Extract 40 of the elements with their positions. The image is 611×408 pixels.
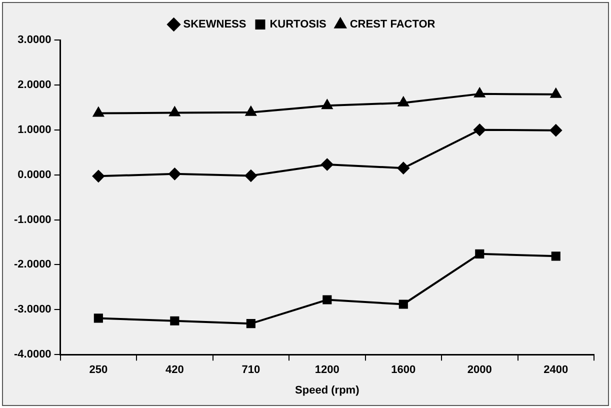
- x-tick-label: 1200: [314, 364, 340, 376]
- point: [170, 316, 180, 326]
- y-tick-label: 3.0000: [18, 34, 52, 46]
- x-tick-label: 420: [165, 364, 184, 376]
- point: [246, 319, 256, 328]
- y-tick-label: -3.0000: [14, 304, 52, 316]
- point: [94, 314, 103, 323]
- point: [321, 158, 334, 170]
- y-tick-label: 1.0000: [18, 124, 52, 136]
- point: [550, 124, 562, 136]
- point: [398, 96, 409, 106]
- point: [92, 170, 104, 182]
- point: [168, 168, 181, 180]
- legend-label: SKEWNESS: [183, 18, 246, 31]
- point: [474, 124, 486, 136]
- point: [550, 88, 562, 98]
- point: [474, 88, 485, 98]
- x-tick-label: 1600: [391, 364, 416, 376]
- point: [398, 300, 408, 309]
- x-tick-label: 250: [89, 364, 108, 376]
- point: [246, 106, 256, 116]
- point: [397, 162, 410, 174]
- point: [93, 107, 104, 117]
- x-tick-label: 710: [242, 364, 260, 376]
- y-tick-label: 2.0000: [18, 78, 52, 91]
- y-tick-label: 0.0000: [18, 168, 52, 181]
- legend-label: KURTOSIS: [270, 18, 326, 31]
- x-tick-label: 2000: [467, 364, 492, 376]
- point: [551, 252, 560, 261]
- y-tick-label: -4.0000: [14, 348, 52, 361]
- point: [475, 249, 484, 258]
- x-axis-title: Speed (rpm): [295, 384, 360, 396]
- y-tick-label: -1.0000: [14, 214, 52, 226]
- y-tick-label: -2.0000: [14, 258, 52, 271]
- point: [322, 100, 332, 110]
- point: [169, 106, 180, 116]
- legend-label: CREST FACTOR: [350, 18, 436, 31]
- point: [322, 295, 332, 304]
- x-tick-label: 2400: [544, 364, 568, 376]
- point: [244, 170, 257, 182]
